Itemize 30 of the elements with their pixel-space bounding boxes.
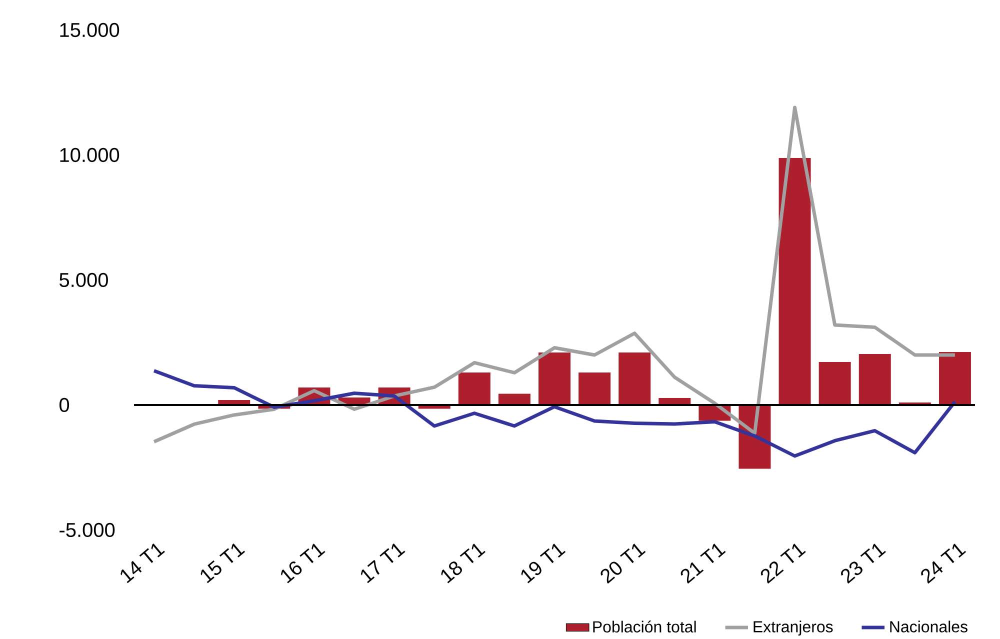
bar — [538, 352, 571, 405]
x-tick-label: 24 T1 — [921, 544, 966, 584]
legend-label: Población total — [593, 620, 696, 633]
bar — [858, 354, 891, 405]
x-tick-label: 20 T1 — [600, 544, 646, 584]
x-tick-label: 23 T1 — [841, 544, 886, 584]
bar — [618, 352, 651, 405]
x-tick-label: 19 T1 — [521, 544, 566, 584]
y-tick-label: 15.000 — [60, 22, 120, 38]
x-tick-label: 14 T1 — [120, 544, 165, 584]
bar — [818, 362, 851, 405]
y-tick-label: 5.000 — [60, 272, 108, 288]
y-tick-label: -5.000 — [60, 522, 115, 538]
x-tick-label: 17 T1 — [360, 544, 406, 584]
bar — [458, 372, 490, 405]
x-tick-label: 18 T1 — [441, 544, 486, 584]
y-tick-label: 10.000 — [60, 148, 120, 162]
bar — [578, 372, 611, 405]
legend-label: Extranjeros — [754, 620, 833, 636]
bar — [938, 352, 971, 405]
x-tick-label: 16 T1 — [280, 544, 326, 584]
bar — [778, 158, 811, 405]
y-tick-label: 0 — [59, 398, 70, 412]
x-tick-label: 21 T1 — [680, 544, 726, 584]
line-series — [152, 106, 957, 444]
legend-label: Nacionales — [890, 620, 968, 632]
x-tick-label: 22 T1 — [760, 544, 806, 584]
bar — [498, 394, 530, 405]
line-series — [152, 369, 957, 458]
x-tick-label: 15 T1 — [200, 544, 246, 584]
